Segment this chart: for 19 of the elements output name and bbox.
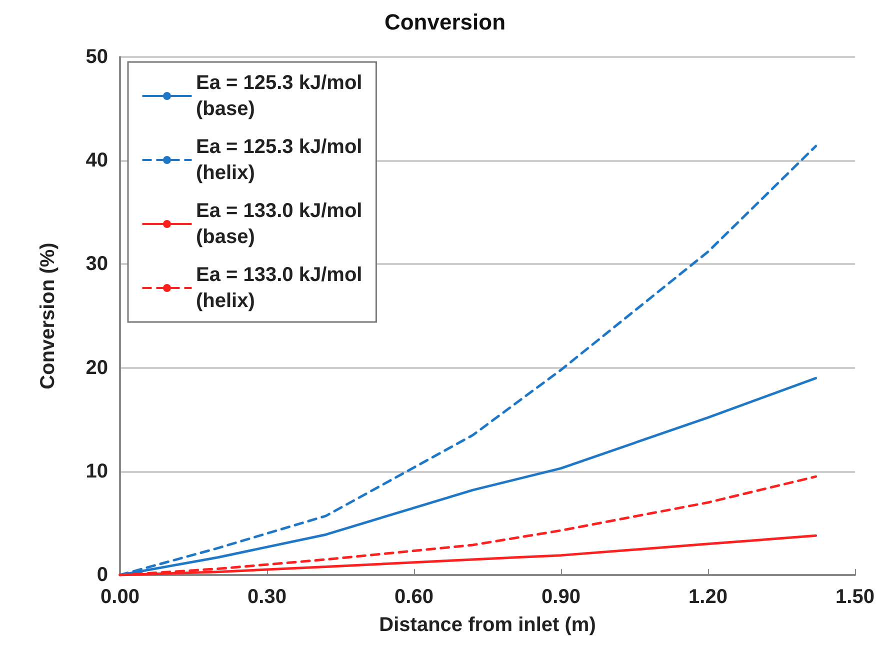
- x-tick-label: 1.50: [836, 586, 874, 608]
- y-tick-label: 10: [86, 460, 108, 482]
- x-axis-title: Distance from inlet (m): [379, 614, 596, 636]
- x-tick-label: 0.30: [248, 586, 286, 608]
- legend-label: Ea = 125.3 kJ/mol (base): [196, 72, 362, 120]
- y-axis-title: Conversion (%): [37, 242, 59, 390]
- x-tick-label: 0.90: [542, 586, 580, 608]
- legend-label: Ea = 125.3 kJ/mol (helix): [196, 136, 362, 184]
- chart-title: Conversion: [384, 10, 506, 34]
- x-tick-label: 1.20: [688, 586, 728, 608]
- x-tick-label: 0.60: [394, 586, 434, 608]
- y-tick-label: 40: [86, 150, 108, 172]
- y-tick-label: 20: [86, 356, 108, 379]
- y-tick-label: 30: [86, 253, 108, 276]
- x-tick-label: 0.00: [100, 586, 140, 608]
- legend-label: Ea = 133.0 kJ/mol (helix): [196, 264, 362, 312]
- legend-label: Ea = 133.0 kJ/mol (base): [196, 200, 362, 248]
- y-tick-label: 50: [86, 46, 108, 68]
- y-tick-label: 0: [96, 564, 108, 586]
